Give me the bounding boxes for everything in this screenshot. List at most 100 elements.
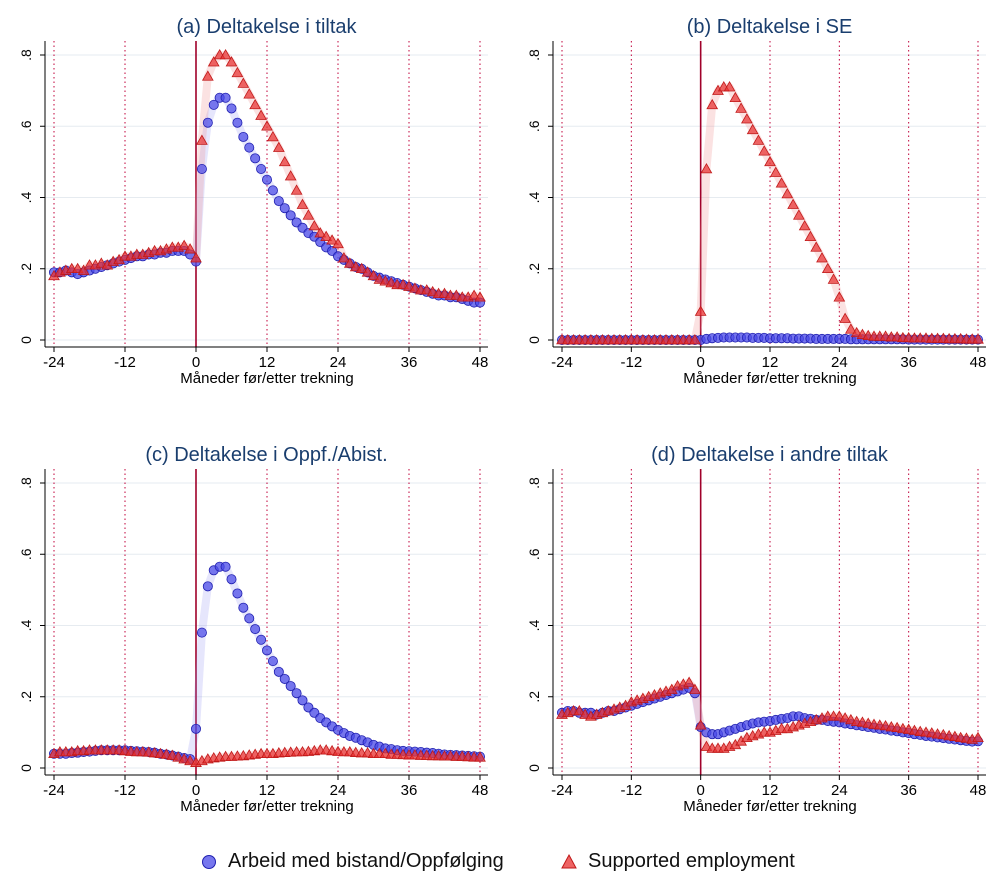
y-tick-label: .6	[526, 548, 542, 560]
data-point-circle	[279, 673, 290, 684]
data-point-triangle	[361, 266, 374, 277]
x-tick-label: 12	[762, 782, 779, 799]
data-point-triangle	[810, 241, 823, 252]
y-tick-label: .4	[18, 619, 34, 631]
x-tick-label: -24	[43, 354, 65, 371]
data-point-triangle	[729, 91, 742, 103]
x-tick-label: -24	[551, 782, 573, 799]
data-point-triangle	[474, 751, 486, 762]
data-point-triangle	[764, 155, 776, 167]
data-point-circle	[232, 117, 243, 128]
y-tick-label: .4	[18, 191, 34, 203]
data-point-triangle	[243, 88, 256, 99]
y-tick-label: .6	[18, 120, 34, 132]
data-point-triangle	[839, 312, 852, 323]
data-point-triangle	[694, 719, 707, 730]
x-tick-label: 12	[762, 354, 779, 371]
data-point-circle	[250, 624, 261, 635]
data-point-circle	[273, 666, 284, 677]
data-point-circle	[196, 627, 207, 638]
data-point-circle	[256, 634, 267, 645]
x-axis-label: Måneder før/etter trekning	[683, 370, 856, 387]
x-tick-label: 24	[831, 782, 848, 799]
data-point-circle	[267, 656, 278, 667]
data-point-circle	[238, 131, 249, 142]
data-point-circle	[202, 117, 213, 128]
y-tick-label: .2	[526, 691, 542, 703]
x-tick-label: 48	[970, 782, 987, 799]
data-point-triangle	[758, 145, 771, 156]
data-point-circle	[261, 645, 272, 656]
x-tick-label: -24	[43, 782, 65, 799]
x-tick-label: -24	[551, 354, 573, 371]
y-tick-label: .4	[526, 191, 542, 203]
chart-panel-2: 0 .2 .4 .6 .8 -24 -12 0 12 24 36 48 Måneder før/ette…	[526, 16, 986, 387]
data-point-circle	[291, 688, 302, 699]
data-point-triangle	[775, 177, 788, 188]
data-point-triangle	[196, 134, 208, 145]
x-tick-label: 48	[472, 354, 489, 371]
data-point-triangle	[821, 262, 834, 274]
data-point-triangle	[255, 109, 267, 120]
data-point-triangle	[972, 731, 984, 743]
data-point-triangle	[284, 170, 297, 181]
legend-item-supported: Supported employment	[560, 850, 795, 873]
data-point-triangle	[972, 333, 984, 344]
x-tick-label: -12	[114, 782, 136, 799]
chart-panel-3: 0 .2 .4 .6 .8 -24 -12 0 12 24 36 48 Måneder før/ette…	[18, 444, 488, 815]
data-point-triangle	[178, 239, 191, 250]
data-point-triangle	[338, 252, 350, 263]
data-point-triangle	[752, 134, 765, 145]
x-tick-label: 0	[192, 782, 200, 799]
y-tick-label: 0	[18, 764, 34, 772]
series-1-markers	[557, 682, 984, 747]
x-tick-label: 0	[696, 354, 704, 371]
x-tick-label: 36	[900, 782, 917, 799]
data-point-triangle	[278, 155, 291, 167]
data-point-triangle	[237, 77, 250, 88]
data-point-triangle	[343, 257, 356, 268]
data-point-circle	[202, 581, 213, 592]
data-point-circle	[261, 174, 272, 185]
x-axis-label: Måneder før/etter trekning	[180, 798, 353, 815]
data-point-triangle	[833, 291, 846, 302]
data-point-triangle	[184, 243, 196, 254]
legend-circle-marker	[202, 854, 216, 869]
data-point-triangle	[746, 123, 759, 135]
x-tick-label: 12	[259, 354, 276, 371]
data-point-triangle	[219, 48, 232, 60]
chart-title: (d) Deltakelse i andre tiltak	[651, 444, 889, 466]
data-point-circle	[226, 103, 237, 114]
chart-panel-1: 0 .2 .4 .6 .8 -24 -12 0 12 24 36 48 Måneder før/ette…	[18, 16, 488, 387]
x-axis-label: Måneder før/etter trekning	[683, 798, 856, 815]
x-tick-label: 24	[330, 354, 347, 371]
data-point-triangle	[332, 237, 344, 249]
data-point-triangle	[827, 273, 840, 284]
x-tick-label: 36	[401, 354, 418, 371]
x-tick-label: 36	[900, 354, 917, 371]
data-point-circle	[190, 723, 201, 734]
x-axis-label: Måneder før/etter trekning	[180, 370, 353, 387]
data-point-triangle	[249, 98, 262, 110]
data-point-triangle	[798, 219, 811, 231]
data-point-triangle	[700, 162, 713, 174]
series-2-markers	[48, 48, 486, 302]
data-point-circle	[196, 163, 207, 174]
data-point-circle	[273, 196, 284, 207]
x-tick-label: 0	[192, 354, 200, 371]
data-point-circle	[250, 153, 261, 164]
data-point-triangle	[190, 252, 202, 263]
x-tick-label: 24	[330, 782, 347, 799]
y-tick-label: .8	[18, 477, 34, 489]
data-point-triangle	[207, 56, 220, 67]
x-tick-label: -12	[620, 782, 642, 799]
legend-triangle-marker	[561, 853, 577, 869]
data-point-triangle	[308, 219, 321, 231]
x-tick-label: -12	[620, 354, 642, 371]
data-point-triangle	[367, 269, 380, 281]
chart-title: (a) Deltakelse i tiltak	[176, 16, 357, 38]
data-point-circle	[220, 561, 231, 572]
data-point-triangle	[688, 683, 701, 694]
data-point-circle	[279, 203, 290, 214]
